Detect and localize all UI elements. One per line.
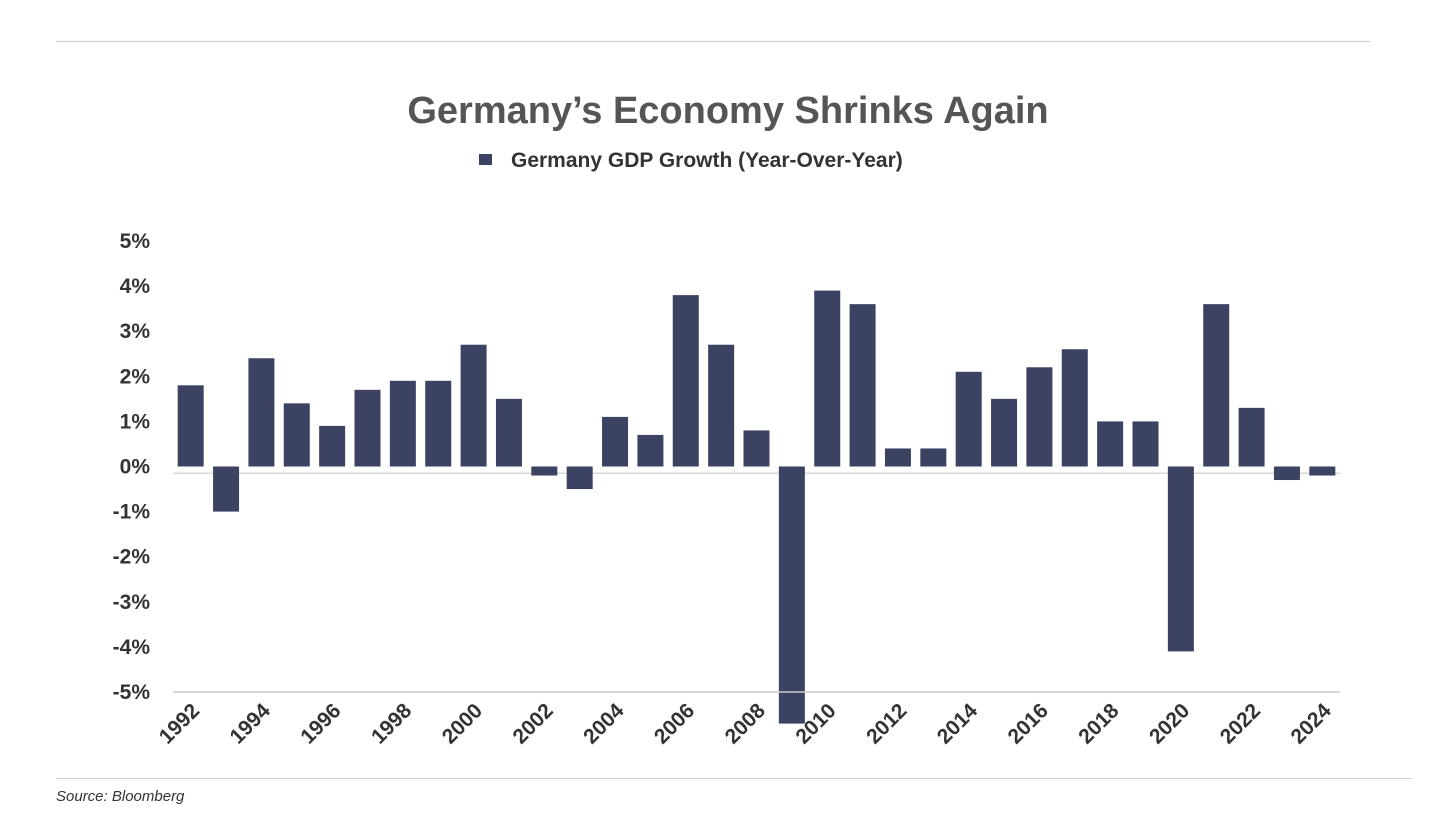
x-tick-label: 1992 bbox=[155, 699, 204, 748]
bar-1995 bbox=[283, 403, 310, 467]
y-tick-label: 0% bbox=[120, 456, 151, 479]
x-tick-label: 2018 bbox=[1074, 699, 1124, 749]
bar-2007 bbox=[708, 344, 735, 467]
bar-2002 bbox=[531, 466, 558, 476]
y-tick-label: 5% bbox=[120, 230, 151, 253]
y-tick-label: 4% bbox=[120, 275, 151, 298]
bar-1992 bbox=[177, 385, 204, 467]
y-tick-label: -4% bbox=[113, 636, 151, 659]
y-tick-label: 3% bbox=[120, 320, 151, 343]
bar-2010 bbox=[814, 290, 841, 467]
bar-2023 bbox=[1273, 466, 1300, 481]
bar-2021 bbox=[1203, 304, 1230, 467]
bar-2017 bbox=[1061, 349, 1088, 467]
bar-2018 bbox=[1097, 421, 1124, 467]
bar-2006 bbox=[672, 295, 699, 467]
bar-2015 bbox=[991, 398, 1018, 467]
bar-2024 bbox=[1309, 466, 1336, 476]
bar-2000 bbox=[460, 344, 487, 467]
bar-2014 bbox=[955, 371, 982, 467]
x-tick-label: 1996 bbox=[296, 699, 345, 748]
legend-label: Germany GDP Growth (Year-Over-Year) bbox=[511, 149, 903, 172]
bar-2012 bbox=[884, 448, 911, 467]
bar-1993 bbox=[213, 466, 240, 512]
bar-2013 bbox=[920, 448, 947, 467]
x-tick-label: 2002 bbox=[508, 699, 557, 748]
bar-2005 bbox=[637, 434, 664, 467]
bar-1996 bbox=[319, 425, 346, 467]
bar-2001 bbox=[495, 398, 522, 467]
bar-1998 bbox=[389, 380, 416, 467]
y-tick-label: 1% bbox=[120, 410, 151, 433]
x-tick-label: 1994 bbox=[226, 699, 276, 749]
x-tick-label: 2012 bbox=[862, 699, 911, 748]
bar-2008 bbox=[743, 430, 770, 467]
y-tick-label: -3% bbox=[113, 591, 151, 614]
y-tick-label: 2% bbox=[120, 365, 151, 388]
x-tick-label: 2016 bbox=[1004, 699, 1053, 748]
bar-1999 bbox=[425, 380, 452, 467]
y-tick-label: -5% bbox=[113, 681, 151, 704]
bar-2019 bbox=[1132, 421, 1159, 467]
x-tick-label: 2008 bbox=[721, 699, 771, 749]
bar-1994 bbox=[248, 358, 275, 467]
y-axis-ticks: 5% 4% 3% 2% 1% 0% -1% -2% -3% -4% -5% bbox=[113, 230, 151, 704]
x-tick-label: 2006 bbox=[650, 699, 699, 748]
legend-swatch bbox=[479, 154, 492, 165]
bar-2022 bbox=[1238, 407, 1265, 467]
legend: Germany GDP Growth (Year-Over-Year) bbox=[479, 149, 903, 172]
x-tick-label: 2000 bbox=[438, 699, 487, 748]
bar-2011 bbox=[849, 304, 876, 467]
x-axis-ticks: 1992 1994 1996 1998 2000 2002 2004 2006 2008 2010… bbox=[155, 699, 1336, 749]
source-note: Source: Bloomberg bbox=[56, 788, 185, 805]
bars bbox=[177, 290, 1336, 724]
y-tick-label: -1% bbox=[113, 501, 151, 524]
x-tick-label: 2022 bbox=[1216, 699, 1265, 748]
x-tick-label: 2004 bbox=[579, 699, 629, 749]
bar-1997 bbox=[354, 389, 381, 467]
bar-2003 bbox=[566, 466, 593, 490]
chart-title: Germany’s Economy Shrinks Again bbox=[407, 90, 1048, 132]
bar-2016 bbox=[1026, 367, 1053, 467]
bar-2009 bbox=[778, 466, 805, 724]
y-tick-label: -2% bbox=[113, 546, 151, 569]
x-tick-label: 1998 bbox=[367, 699, 417, 749]
x-tick-label: 2020 bbox=[1145, 699, 1194, 748]
x-tick-label: 2024 bbox=[1286, 699, 1336, 749]
x-tick-label: 2014 bbox=[933, 699, 983, 749]
bar-2004 bbox=[602, 416, 629, 467]
bar-2020 bbox=[1167, 466, 1194, 652]
